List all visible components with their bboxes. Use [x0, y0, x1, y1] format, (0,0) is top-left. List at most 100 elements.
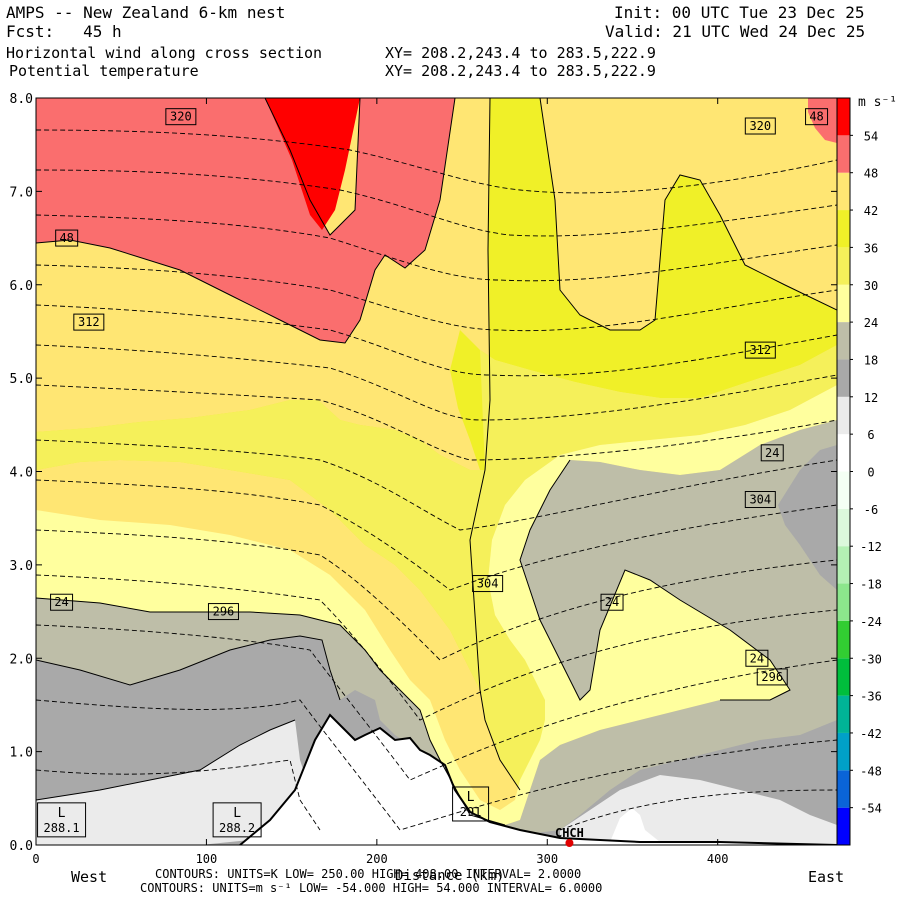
- wind-label: 48: [805, 108, 829, 126]
- colorbar-label: 6: [867, 428, 874, 442]
- valid-time: Valid: 21 UTC Wed 24 Dec 25: [605, 22, 866, 41]
- y-axis: 0.0 1.0 2.0 3.0 4.0 5.0 6.0 7.0 8.0: [10, 92, 837, 854]
- y-tick-label: 5.0: [10, 372, 33, 387]
- wind-label-text: 24: [750, 651, 764, 665]
- wind-label: 24: [745, 649, 769, 667]
- theta-label: 296: [756, 668, 788, 686]
- wind-label-text: 24: [605, 595, 619, 609]
- colorbar-swatch: [837, 583, 850, 621]
- wind-band-30: [36, 345, 837, 800]
- y-tick-label: 7.0: [10, 185, 33, 200]
- field-label-theta: Potential temperature: [9, 62, 199, 80]
- theta-label-text: 320: [170, 110, 192, 124]
- colorbar: 54 48 42 36 30 24 18 12 6 0 -6 -12 -18 -24 -30 -36 -42 -4…: [836, 97, 882, 846]
- colorbar-swatch: [837, 98, 850, 136]
- low-value: 288.2: [219, 821, 255, 835]
- colorbar-label: 18: [864, 353, 878, 367]
- contour-labels: 320320312312304304296296484824242424L288…: [37, 108, 829, 838]
- colorbar-label: 0: [867, 466, 874, 480]
- colorbar-swatch: [837, 396, 850, 435]
- colorbar-swatch: [837, 695, 850, 733]
- x-tick-label: 300: [536, 852, 558, 866]
- wind-band-48-east: [808, 98, 837, 143]
- colorbar-swatch: [837, 322, 850, 360]
- colorbar-label: -42: [860, 727, 882, 741]
- colorbar-swatch: [837, 210, 850, 248]
- theta-label-text: 304: [477, 577, 499, 591]
- y-tick-label: 3.0: [10, 559, 33, 574]
- low-value: 291: [460, 805, 482, 819]
- y-tick-label: 8.0: [10, 92, 33, 107]
- wind-label: 24: [50, 593, 74, 611]
- colorbar-swatch: [837, 807, 850, 845]
- terrain-outline: [239, 713, 837, 845]
- theta-contours: [36, 129, 837, 831]
- wind-label-text: 48: [59, 231, 73, 245]
- x-tick-label: 200: [366, 852, 388, 866]
- theta-label-text: 312: [78, 315, 100, 329]
- colorbar-label: 54: [864, 129, 878, 143]
- colorbar-swatch: [837, 471, 850, 509]
- colorbar-label: -54: [860, 802, 882, 816]
- theta-label: 320: [165, 108, 197, 126]
- east-label: East: [808, 868, 844, 886]
- colorbar-label: -36: [860, 690, 882, 704]
- colorbar-swatch: [837, 658, 850, 696]
- wind-band-6: [36, 720, 350, 845]
- title: AMPS -- New Zealand 6-km nest: [6, 3, 286, 22]
- y-tick-label: 1.0: [10, 746, 33, 761]
- station-chch: CHCH: [555, 826, 584, 847]
- wind-speed-shading: [36, 98, 837, 845]
- wind-band-12-east: [778, 445, 837, 590]
- theta-label: 304: [744, 491, 776, 509]
- terrain: [36, 715, 837, 845]
- colorbar-units: m s⁻¹: [858, 95, 897, 110]
- wind-band-54: [265, 98, 360, 230]
- wind-label: 24: [600, 593, 624, 611]
- low-value: 288.1: [44, 821, 80, 835]
- x-tick-label: 100: [196, 852, 218, 866]
- theta-label: 296: [207, 603, 239, 621]
- terrain-east-ridge: [610, 808, 660, 842]
- colorbar-label: 42: [864, 204, 878, 218]
- wind-label-text: 48: [809, 110, 823, 124]
- y-tick-label: 0.0: [10, 839, 33, 854]
- contours-wind-info: CONTOURS: UNITS=m s⁻¹ LOW= -54.000 HIGH=…: [140, 881, 602, 895]
- field-label-wind: Horizontal wind along cross section: [6, 44, 323, 62]
- forecast-hour: Fcst: 45 h: [6, 22, 122, 41]
- y-tick-label: 4.0: [10, 466, 33, 481]
- init-time: Init: 00 UTC Tue 23 Dec 25: [614, 3, 865, 22]
- wind-label: 48: [55, 229, 79, 247]
- cross-section-coords-1: XY= 208.2,243.4 to 283.5,222.9: [385, 44, 656, 62]
- colorbar-swatch: [837, 359, 850, 397]
- colorbar-label: -12: [860, 540, 882, 554]
- colorbar-swatch: [837, 284, 850, 323]
- x-tick-label: 0: [32, 852, 39, 866]
- colorbar-swatch: [837, 434, 850, 472]
- low-letter: L: [467, 790, 475, 805]
- theta-label: 320: [744, 117, 776, 135]
- wind-band-24: [36, 385, 837, 825]
- x-tick-label: 400: [707, 852, 729, 866]
- colorbar-label: -18: [860, 578, 882, 592]
- station-label: CHCH: [555, 826, 584, 840]
- theta-label-text: 296: [761, 670, 783, 684]
- colorbar-label: -6: [864, 503, 878, 517]
- colorbar-swatch: [837, 770, 850, 808]
- x-axis-label: Distance (km): [395, 868, 505, 884]
- colorbar-swatch: [837, 620, 850, 659]
- theta-label: 312: [73, 313, 105, 331]
- wind-label: 24: [760, 444, 784, 462]
- colorbar-swatch: [837, 135, 850, 173]
- theta-label-text: 304: [749, 493, 771, 507]
- x-axis: 0 100 200 300 400: [32, 98, 729, 866]
- colorbar-label: 12: [864, 391, 878, 405]
- colorbar-label: -48: [860, 764, 882, 778]
- colorbar-label: 48: [864, 167, 878, 181]
- theta-label: 312: [744, 341, 776, 359]
- colorbar-swatch: [837, 508, 850, 547]
